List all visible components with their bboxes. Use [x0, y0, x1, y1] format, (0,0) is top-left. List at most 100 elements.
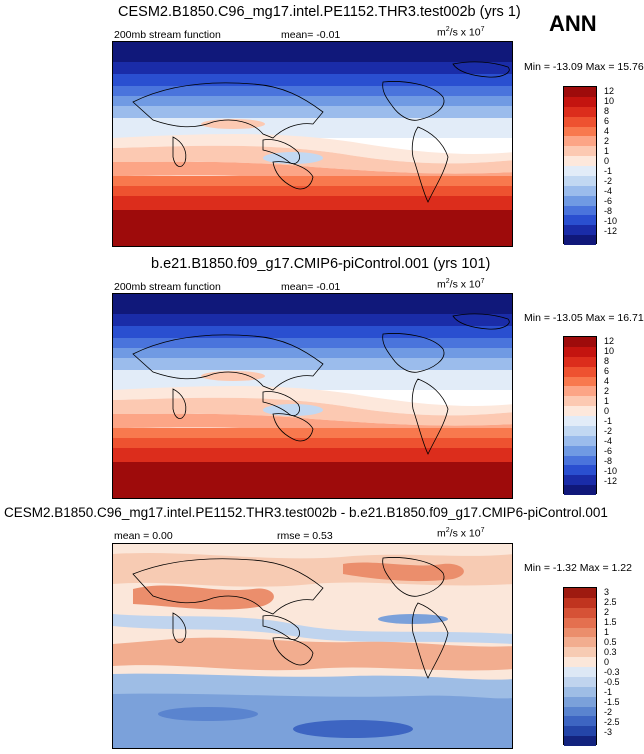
band	[113, 96, 512, 106]
panel-control-units: m2/s x 107	[437, 278, 485, 291]
colorbar-label: 2	[604, 386, 610, 396]
colorbar-cell	[564, 686, 596, 697]
anomaly-patch	[293, 720, 413, 738]
colorbar-cell	[564, 716, 596, 727]
colorbar-cell	[564, 597, 596, 608]
colorbar-label: -2	[604, 176, 613, 186]
panel-control-title: b.e21.B1850.f09_g17.CMIP6-piControl.001 …	[151, 256, 491, 272]
colorbar-label: -6	[604, 196, 613, 206]
colorbar-label: 4	[604, 376, 610, 386]
band	[113, 614, 512, 644]
colorbar-label: 0	[604, 156, 610, 166]
panel-control-minmax: Min = -13.05 Max = 16.71	[524, 312, 644, 324]
panel-test-colorbar	[563, 86, 597, 245]
colorbar-label: -1.5	[604, 697, 620, 707]
colorbar-label: -0.3	[604, 667, 620, 677]
units-base: m	[437, 26, 446, 39]
colorbar-cell	[564, 647, 596, 658]
band	[113, 134, 512, 164]
colorbar-label: 4	[604, 126, 610, 136]
band	[113, 348, 512, 358]
panel-diff-mean: mean = 0.00	[114, 530, 173, 542]
colorbar-label: 6	[604, 366, 610, 376]
units-exp: 2	[445, 527, 450, 534]
panel-test-units: m2/s x 107	[437, 26, 485, 39]
band	[113, 326, 512, 338]
band	[133, 585, 274, 610]
colorbar-cell	[564, 676, 596, 687]
anomaly-patch	[378, 614, 448, 624]
colorbar-cell	[564, 706, 596, 717]
colorbar-label: -2.5	[604, 717, 620, 727]
units-exp2: 7	[480, 278, 485, 285]
band	[113, 386, 512, 416]
colorbar-cell	[564, 136, 596, 147]
colorbar-cell	[564, 146, 596, 157]
panel-diff-minmax: Min = -1.32 Max = 1.22	[524, 562, 632, 574]
colorbar-cell	[564, 106, 596, 117]
band	[113, 196, 512, 210]
colorbar-cell	[564, 87, 596, 97]
band	[113, 74, 512, 86]
panel-diff-units: m2/s x 107	[437, 527, 485, 540]
band	[113, 693, 512, 748]
band	[113, 462, 512, 498]
colorbar-label: 12	[604, 86, 615, 96]
colorbar-cell	[564, 96, 596, 107]
colorbar-label: -10	[604, 216, 618, 226]
colorbar-cell	[564, 696, 596, 707]
band	[113, 62, 512, 74]
panel-diff-colorbar	[563, 587, 597, 746]
panel-test-minmax: Min = -13.09 Max = 15.76	[524, 61, 644, 73]
units-exp: 2	[445, 26, 450, 33]
units-exp2: 7	[480, 527, 485, 534]
colorbar-cell	[564, 588, 596, 598]
band	[113, 210, 512, 246]
colorbar-cell	[564, 736, 596, 746]
colorbar-label: -1	[604, 687, 613, 697]
colorbar-label: -12	[604, 476, 618, 486]
colorbar-cell	[564, 356, 596, 367]
colorbar-label: 8	[604, 106, 610, 116]
colorbar-cell	[564, 445, 596, 456]
colorbar-cell	[564, 475, 596, 486]
coastlines	[132, 557, 449, 679]
colorbar-cell	[564, 667, 596, 677]
band	[343, 562, 464, 582]
colorbar-label: -8	[604, 206, 613, 216]
colorbar-label: 1	[604, 627, 610, 637]
units-exp: 2	[445, 278, 450, 285]
colorbar-label: 0.5	[604, 637, 617, 647]
panel-test-variable: 200mb stream function	[114, 29, 221, 41]
colorbar-cell	[564, 235, 596, 245]
colorbar-label: 6	[604, 116, 610, 126]
band	[113, 118, 512, 138]
anomaly-patch	[158, 707, 258, 721]
colorbar-label: 0	[604, 657, 610, 667]
colorbar-cell	[564, 637, 596, 648]
band	[113, 294, 512, 314]
colorbar-label: 10	[604, 96, 615, 106]
units-mid: /s x 10	[449, 26, 481, 39]
colorbar-label: -12	[604, 226, 618, 236]
colorbar-cell	[564, 175, 596, 186]
panel-diff-title: CESM2.B1850.C96_mg17.intel.PE1152.THR3.t…	[4, 505, 608, 520]
panel-test-map	[112, 41, 513, 247]
colorbar-label: 0.3	[604, 647, 617, 657]
colorbar-label: -6	[604, 446, 613, 456]
colorbar-label: 12	[604, 336, 615, 346]
colorbar-cell	[564, 205, 596, 216]
colorbar-label: -10	[604, 466, 618, 476]
colorbar-cell	[564, 185, 596, 196]
colorbar-label: 1.5	[604, 617, 617, 627]
units-exp2: 7	[480, 26, 485, 33]
panel-test-mean: mean= -0.01	[281, 29, 341, 41]
coastlines	[132, 313, 510, 455]
units-base: m	[437, 527, 446, 540]
band	[113, 176, 512, 186]
colorbar-cell	[564, 455, 596, 466]
colorbar-label: -2	[604, 426, 613, 436]
colorbar-cell	[564, 406, 596, 416]
band	[113, 428, 512, 438]
colorbar-cell	[564, 425, 596, 436]
